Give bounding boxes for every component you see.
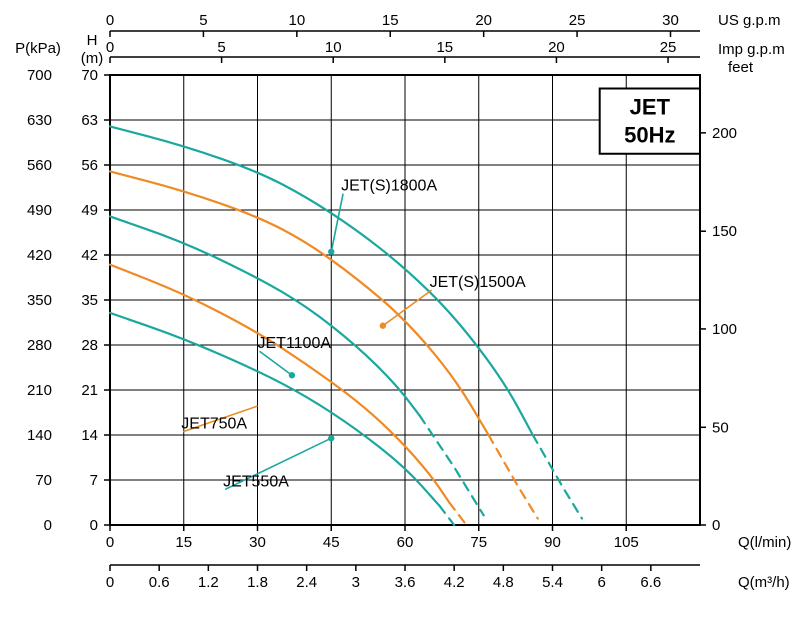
svg-text:30: 30 <box>249 534 266 551</box>
svg-text:90: 90 <box>544 534 561 551</box>
svg-text:25: 25 <box>660 39 677 56</box>
svg-text:7: 7 <box>90 472 98 489</box>
axis-label-P: P(kPa) <box>15 40 61 57</box>
svg-text:0: 0 <box>44 517 52 534</box>
svg-text:20: 20 <box>548 39 565 56</box>
svg-text:60: 60 <box>397 534 414 551</box>
svg-text:50: 50 <box>712 419 729 436</box>
svg-text:105: 105 <box>614 534 639 551</box>
svg-text:490: 490 <box>27 202 52 219</box>
axis-label-usgpm: US g.p.m <box>718 12 781 29</box>
series-label: JET1100A <box>258 335 332 352</box>
svg-text:2.4: 2.4 <box>296 574 317 591</box>
svg-text:5.4: 5.4 <box>542 574 563 591</box>
svg-text:0: 0 <box>712 517 720 534</box>
svg-text:21: 21 <box>81 382 98 399</box>
series-label: JET(S)1800A <box>341 178 437 195</box>
svg-text:210: 210 <box>27 382 52 399</box>
svg-text:420: 420 <box>27 247 52 264</box>
svg-text:30: 30 <box>662 12 679 29</box>
svg-text:5: 5 <box>217 39 225 56</box>
svg-text:0: 0 <box>106 12 114 29</box>
svg-text:10: 10 <box>288 12 305 29</box>
svg-text:350: 350 <box>27 292 52 309</box>
svg-text:28: 28 <box>81 337 98 354</box>
svg-text:200: 200 <box>712 125 737 142</box>
svg-text:49: 49 <box>81 202 98 219</box>
svg-text:280: 280 <box>27 337 52 354</box>
svg-text:560: 560 <box>27 157 52 174</box>
svg-text:140: 140 <box>27 427 52 444</box>
svg-text:25: 25 <box>569 12 586 29</box>
svg-text:20: 20 <box>475 12 492 29</box>
svg-text:10: 10 <box>325 39 342 56</box>
svg-text:0: 0 <box>106 574 114 591</box>
series-label: JET(S)1500A <box>430 274 526 291</box>
svg-text:6: 6 <box>597 574 605 591</box>
svg-text:35: 35 <box>81 292 98 309</box>
svg-text:700: 700 <box>27 67 52 84</box>
svg-text:63: 63 <box>81 112 98 129</box>
svg-text:42: 42 <box>81 247 98 264</box>
svg-text:15: 15 <box>175 534 192 551</box>
svg-text:15: 15 <box>436 39 453 56</box>
axis-label-H: H <box>87 32 98 49</box>
svg-text:150: 150 <box>712 223 737 240</box>
svg-text:4.2: 4.2 <box>444 574 465 591</box>
svg-text:0.6: 0.6 <box>149 574 170 591</box>
svg-text:3: 3 <box>352 574 360 591</box>
svg-text:14: 14 <box>81 427 98 444</box>
svg-text:1.2: 1.2 <box>198 574 219 591</box>
svg-text:5: 5 <box>199 12 207 29</box>
axis-label-q-m3h: Q(m³/h) <box>738 574 790 591</box>
svg-text:4.8: 4.8 <box>493 574 514 591</box>
svg-text:6.6: 6.6 <box>640 574 661 591</box>
chart-title-line2: 50Hz <box>624 123 675 148</box>
axis-label-q-lmin: Q(l/min) <box>738 534 791 551</box>
svg-text:70: 70 <box>81 67 98 84</box>
series-label: JET550A <box>223 473 289 490</box>
svg-text:75: 75 <box>470 534 487 551</box>
chart-svg: JET(S)1800A JET(S)1500A JET1100A JET750A JET… <box>0 0 800 640</box>
series-label: JET750A <box>181 416 247 433</box>
svg-text:45: 45 <box>323 534 340 551</box>
svg-text:1.8: 1.8 <box>247 574 268 591</box>
svg-text:(m): (m) <box>81 50 104 67</box>
svg-text:3.6: 3.6 <box>395 574 416 591</box>
svg-text:630: 630 <box>27 112 52 129</box>
svg-text:56: 56 <box>81 157 98 174</box>
svg-text:0: 0 <box>90 517 98 534</box>
svg-text:70: 70 <box>35 472 52 489</box>
axis-label-feet: feet <box>728 59 754 76</box>
axis-label-impgpm: Imp g.p.m <box>718 41 785 58</box>
pump-curve-chart: JET(S)1800A JET(S)1500A JET1100A JET750A JET… <box>0 0 800 640</box>
svg-text:0: 0 <box>106 39 114 56</box>
svg-text:15: 15 <box>382 12 399 29</box>
chart-title-line1: JET <box>630 95 671 120</box>
svg-text:0: 0 <box>106 534 114 551</box>
svg-text:100: 100 <box>712 321 737 338</box>
